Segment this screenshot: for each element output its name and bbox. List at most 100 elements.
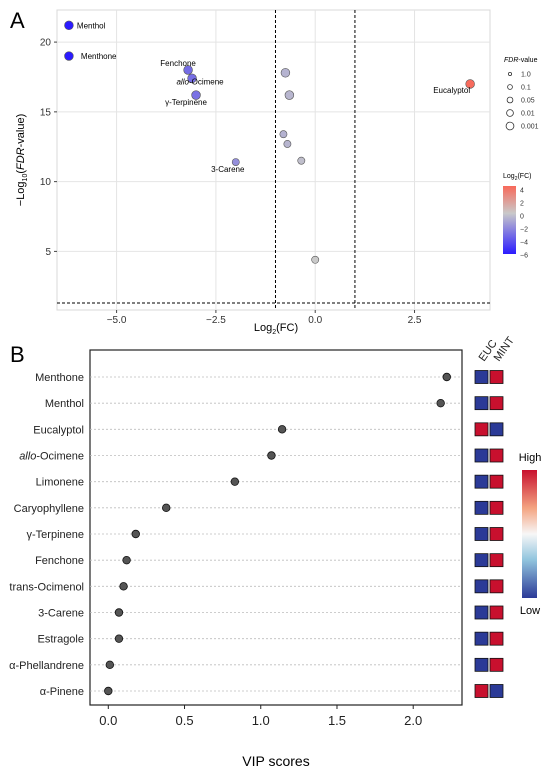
size-legend-label: 0.1 <box>521 85 531 92</box>
color-legend-label: −4 <box>520 239 528 246</box>
heatmap-cell-euc <box>474 657 489 672</box>
vip-x-tick-label: 1.0 <box>252 713 270 728</box>
volcano-point <box>231 158 240 166</box>
volcano-y-ticks: 5 10 15 20 <box>40 38 57 258</box>
size-legend-circle <box>505 121 515 131</box>
heat-scale-low-label: Low <box>520 605 540 617</box>
volcano-point-labels: Menthol Menthone Fenchone allo-Ocimene γ-Ter… <box>77 21 470 174</box>
size-legend: FDR-value 1.0 0.1 0.05 0.01 0.001 <box>504 57 539 131</box>
vip-point <box>114 608 124 617</box>
heat-scale-high-label: High <box>519 452 542 464</box>
vip-x-tick-label: 1.5 <box>328 713 346 728</box>
vip-point <box>114 634 124 643</box>
volcano-point-label: Fenchone <box>160 59 196 68</box>
vip-point <box>104 686 113 696</box>
heatmap-cell-mint <box>489 684 504 698</box>
vip-row-label: Limonene <box>36 477 84 489</box>
volcano-thresholds <box>57 10 490 310</box>
heatmap-cell-mint <box>489 474 504 489</box>
vip-row-label: trans-Ocimenol <box>9 581 84 593</box>
heatmap-cell-euc <box>474 474 489 489</box>
heatmap-cell-euc <box>474 579 489 594</box>
size-legend-label: 0.001 <box>521 124 539 131</box>
heat-scale: High Low <box>519 452 542 617</box>
color-legend-label: 4 <box>520 188 524 195</box>
volcano-point <box>183 65 193 75</box>
vip-point <box>122 555 131 565</box>
heatmap-cell-mint <box>489 657 504 672</box>
vip-row-label: Eucalyptol <box>33 424 84 436</box>
vip-point <box>119 582 128 591</box>
vip-row-label: allo-Ocimene <box>19 451 84 463</box>
size-legend-label: 0.05 <box>521 98 535 105</box>
heatmap-cell-mint <box>489 579 504 594</box>
vip-row-label: γ-Terpinene <box>27 529 84 541</box>
vip-point <box>442 372 451 382</box>
vip-point <box>436 398 445 408</box>
vip-plot: Menthone Menthol Eucalyptol allo-Ocimene Lim… <box>9 335 541 769</box>
volcano-point <box>284 90 295 100</box>
volcano-point <box>280 68 291 78</box>
volcano-point-label: 3-Carene <box>211 165 245 174</box>
volcano-point-label: γ-Terpinene <box>165 98 207 107</box>
color-legend: Log2(FC) 4 2 0 −2 −4 −6 <box>503 173 531 259</box>
heatmap-cell-mint <box>489 500 504 515</box>
heatmap-cell-mint <box>489 527 504 541</box>
volcano-point <box>465 79 475 89</box>
volcano-plot-area <box>56 9 491 311</box>
volcano-point <box>279 130 288 139</box>
vip-point <box>277 425 287 434</box>
volcano-point-label: allo-Ocimene <box>176 77 224 86</box>
panel-b-label: B <box>10 342 25 367</box>
color-legend-label: 0 <box>520 213 524 220</box>
color-legend-bar <box>503 186 516 254</box>
vip-row-label: Fenchone <box>35 555 84 567</box>
vip-rows: Menthone Menthol Eucalyptol allo-Ocimene Lim… <box>9 372 462 698</box>
volcano-point-label: Menthol <box>77 21 106 30</box>
volcano-point <box>64 51 74 61</box>
heatmap-cell-mint <box>489 605 504 620</box>
vip-row-label: Estragole <box>38 634 84 646</box>
vip-x-tick-label: 0.0 <box>99 713 117 728</box>
heatmap-cell-mint <box>489 396 504 411</box>
heatmap-cell-euc <box>474 684 489 698</box>
volcano-x-axis-label: Log2(FC) <box>254 322 298 336</box>
vip-plot-area <box>89 349 463 706</box>
heatmap-cell-euc <box>474 500 489 515</box>
heatmap-cell-mint <box>489 553 504 568</box>
vip-x-ticks: 0.0 0.5 1.0 1.5 2.0 <box>99 705 422 728</box>
volcano-point-label: Eucalyptol <box>433 86 470 95</box>
size-legend-circle <box>506 96 514 104</box>
volcano-y-tick-label: 5 <box>45 247 51 258</box>
heatmap-cell-euc <box>474 553 489 568</box>
volcano-y-tick-label: 15 <box>40 107 52 118</box>
size-legend-circle <box>507 84 513 90</box>
vip-row-label: α-Phellandrene <box>9 660 84 672</box>
vip-point <box>267 451 276 460</box>
heatmap-cell-mint <box>489 448 504 463</box>
heatmap-cells <box>474 370 504 698</box>
vip-row-label: 3-Carene <box>38 608 84 620</box>
vip-point <box>105 660 115 670</box>
heatmap-cell-euc <box>474 448 489 463</box>
vip-x-tick-label: 0.5 <box>175 713 193 728</box>
color-legend-label: −6 <box>520 252 528 259</box>
volcano-x-tick-label: −5.0 <box>107 315 127 326</box>
heatmap-cell-mint <box>489 422 504 437</box>
size-legend-label: 1.0 <box>521 72 531 79</box>
heatmap-cell-euc <box>474 605 489 620</box>
heatmap-cell-euc <box>474 396 489 411</box>
volcano-y-axis-label: −Log10(FDR-value) <box>15 114 29 206</box>
volcano-point <box>311 255 320 264</box>
vip-point <box>230 477 240 486</box>
vip-x-axis-label: VIP scores <box>242 753 309 769</box>
vip-row-label: α-Pinene <box>40 686 84 698</box>
volcano-x-tick-label: −2.5 <box>206 315 226 326</box>
volcano-point <box>64 20 74 31</box>
vip-x-tick-label: 2.0 <box>404 713 422 728</box>
volcano-point <box>191 90 201 100</box>
color-legend-title: Log2(FC) <box>503 173 531 182</box>
size-legend-title: FDR-value <box>504 57 538 64</box>
